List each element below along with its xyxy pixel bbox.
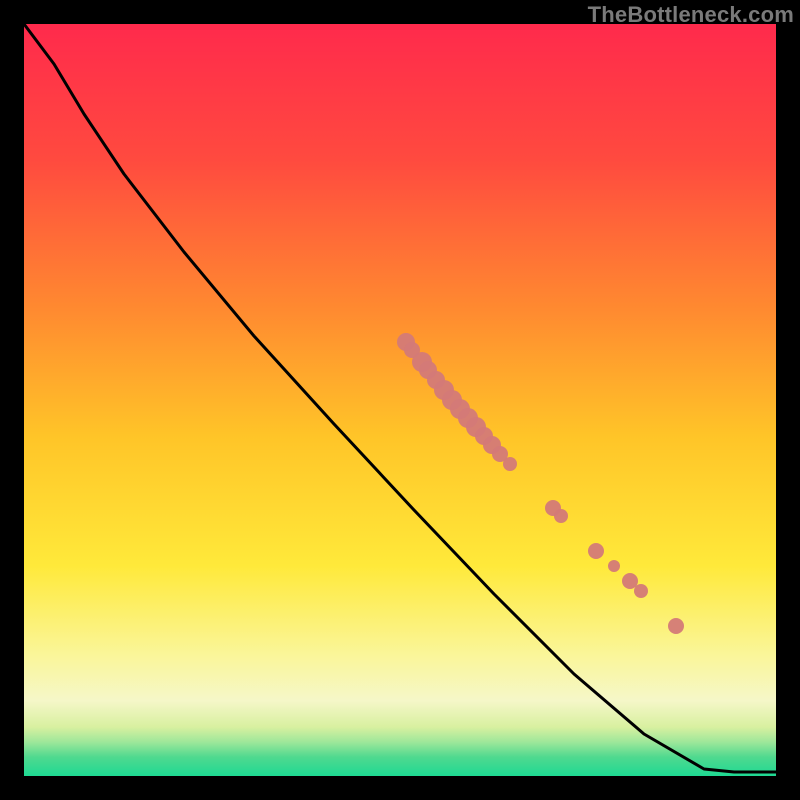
data-marker — [668, 618, 684, 634]
watermark-text: TheBottleneck.com — [588, 2, 794, 28]
data-marker — [503, 457, 517, 471]
data-marker — [588, 543, 604, 559]
data-marker — [634, 584, 648, 598]
data-marker — [608, 560, 620, 572]
data-marker — [554, 509, 568, 523]
plot-area — [24, 24, 776, 776]
data-markers-layer — [24, 24, 776, 776]
chart-container: TheBottleneck.com — [0, 0, 800, 800]
